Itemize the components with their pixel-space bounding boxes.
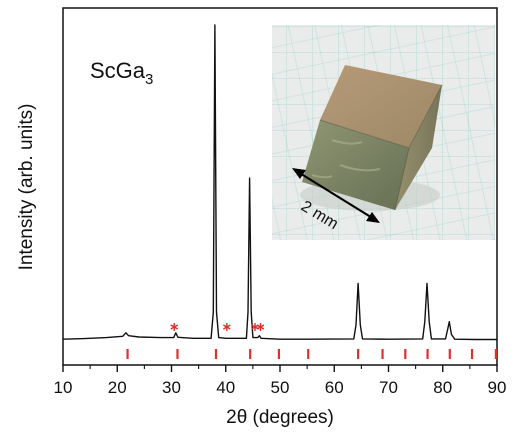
- impurity-marker-stroke: [256, 324, 265, 330]
- compound-label: ScGa3: [90, 58, 153, 88]
- impurity-marker-stroke: [223, 324, 231, 330]
- x-tick-label-7: 80: [433, 378, 452, 397]
- x-tick-label-2: 30: [162, 378, 181, 397]
- x-tick-label-5: 60: [325, 378, 344, 397]
- x-tick-label-0: 10: [54, 378, 73, 397]
- impurity-marker-stroke: [170, 324, 179, 330]
- y-axis-label: Intensity (arb. units): [16, 104, 37, 271]
- compound-formula: ScGa: [90, 58, 146, 83]
- scale-arrowhead-end: [366, 212, 380, 223]
- x-axis-ticks: 10 20 30 40 50 60 70 80 90: [54, 365, 507, 397]
- x-axis-label: 2θ (degrees): [226, 407, 334, 428]
- impurity-peak-markers: [170, 323, 265, 331]
- xrd-pattern: [62, 24, 497, 341]
- impurity-marker-3: [256, 323, 265, 331]
- impurity-marker-0: [170, 323, 179, 331]
- crystal-photo-inset: 2 mm: [272, 25, 495, 240]
- scale-bar-arrow: [297, 171, 375, 220]
- x-tick-label-3: 40: [216, 378, 235, 397]
- compound-subscript: 3: [145, 71, 153, 88]
- x-tick-label-8: 90: [488, 378, 507, 397]
- bragg-reflection-markers: [126, 349, 498, 359]
- x-tick-label-1: 20: [108, 378, 127, 397]
- scale-arrowhead-start: [292, 168, 306, 179]
- x-tick-label-6: 70: [379, 378, 398, 397]
- series-line-0: [62, 24, 497, 341]
- crystal-cube-photo: [302, 65, 443, 211]
- x-tick-label-4: 50: [271, 378, 290, 397]
- impurity-marker-1: [223, 323, 231, 331]
